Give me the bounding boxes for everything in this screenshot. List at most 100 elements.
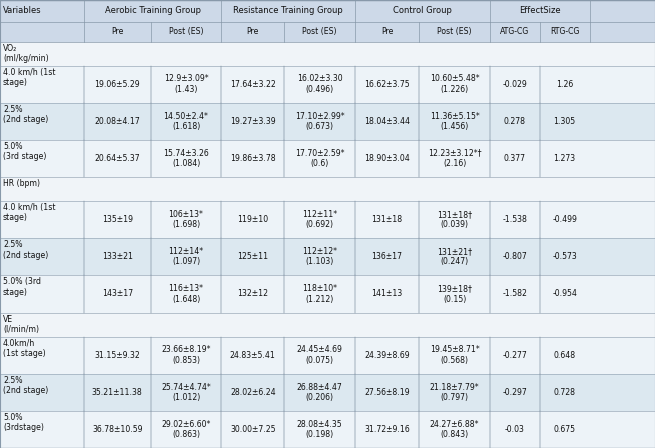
Text: 28.08±4.35
(0.198): 28.08±4.35 (0.198) <box>297 420 343 439</box>
Text: -1.538: -1.538 <box>502 215 527 224</box>
Bar <box>0 177 655 201</box>
Text: 15.74±3.26
(1.084): 15.74±3.26 (1.084) <box>163 149 209 168</box>
Bar <box>0 0 655 22</box>
Text: ATG-CG: ATG-CG <box>500 27 529 36</box>
Text: 0.648: 0.648 <box>553 351 576 360</box>
Text: VE
(l/min/m): VE (l/min/m) <box>3 314 39 334</box>
Text: 16.62±3.75: 16.62±3.75 <box>364 80 410 89</box>
Text: 0.728: 0.728 <box>553 388 576 397</box>
Text: 17.70±2.59*
(0.6): 17.70±2.59* (0.6) <box>295 149 345 168</box>
Text: Pre: Pre <box>111 27 123 36</box>
Text: 29.02±6.60*
(0.863): 29.02±6.60* (0.863) <box>161 420 211 439</box>
Bar <box>0 22 655 42</box>
Text: 17.64±3.22: 17.64±3.22 <box>230 80 276 89</box>
Text: 133±21: 133±21 <box>102 252 133 261</box>
Text: Variables: Variables <box>3 6 42 15</box>
Bar <box>0 374 655 411</box>
Bar <box>0 313 655 336</box>
Text: Pre: Pre <box>247 27 259 36</box>
Text: 112±14*
(1.097): 112±14* (1.097) <box>168 247 204 267</box>
Text: -0.277: -0.277 <box>502 351 527 360</box>
Text: 19.27±3.39: 19.27±3.39 <box>230 117 276 126</box>
Text: 1.26: 1.26 <box>556 80 573 89</box>
Text: -0.03: -0.03 <box>505 425 525 434</box>
Text: 24.27±6.88*
(0.843): 24.27±6.88* (0.843) <box>430 420 479 439</box>
Text: 0.278: 0.278 <box>504 117 526 126</box>
Text: 141±13: 141±13 <box>371 289 403 298</box>
Text: Control Group: Control Group <box>393 6 452 15</box>
Text: 36.78±10.59: 36.78±10.59 <box>92 425 143 434</box>
Text: HR (bpm): HR (bpm) <box>3 179 40 188</box>
Text: 20.08±4.17: 20.08±4.17 <box>94 117 140 126</box>
Text: 2.5%
(2nd stage): 2.5% (2nd stage) <box>3 105 48 124</box>
Text: 5.0%
(3rdstage): 5.0% (3rdstage) <box>3 413 44 432</box>
Text: 19.86±3.78: 19.86±3.78 <box>230 154 276 163</box>
Text: 24.39±8.69: 24.39±8.69 <box>364 351 410 360</box>
Text: 26.88±4.47
(0.206): 26.88±4.47 (0.206) <box>297 383 343 402</box>
Text: -0.029: -0.029 <box>502 80 527 89</box>
Text: 1.305: 1.305 <box>553 117 576 126</box>
Text: 28.02±6.24: 28.02±6.24 <box>230 388 276 397</box>
Text: 20.64±5.37: 20.64±5.37 <box>94 154 140 163</box>
Text: -0.954: -0.954 <box>552 289 577 298</box>
Text: EffectSize: EffectSize <box>519 6 561 15</box>
Text: 35.21±11.38: 35.21±11.38 <box>92 388 143 397</box>
Text: 30.00±7.25: 30.00±7.25 <box>230 425 276 434</box>
Text: 131±21†
(0.247): 131±21† (0.247) <box>437 247 472 267</box>
Text: 125±11: 125±11 <box>237 252 269 261</box>
Bar <box>0 42 655 65</box>
Text: Pre: Pre <box>381 27 393 36</box>
Text: 31.72±9.16: 31.72±9.16 <box>364 425 410 434</box>
Text: 14.50±2.4*
(1.618): 14.50±2.4* (1.618) <box>164 112 208 131</box>
Text: 24.83±5.41: 24.83±5.41 <box>230 351 276 360</box>
Text: 2.5%
(2nd stage): 2.5% (2nd stage) <box>3 240 48 259</box>
Text: 31.15±9.32: 31.15±9.32 <box>94 351 140 360</box>
Text: 10.60±5.48*
(1.226): 10.60±5.48* (1.226) <box>430 74 479 94</box>
Text: 24.45±4.69
(0.075): 24.45±4.69 (0.075) <box>297 345 343 365</box>
Text: Post (ES): Post (ES) <box>303 27 337 36</box>
Text: 0.377: 0.377 <box>504 154 526 163</box>
Text: 136±17: 136±17 <box>371 252 403 261</box>
Text: 131±18: 131±18 <box>371 215 403 224</box>
Text: 19.45±8.71*
(0.568): 19.45±8.71* (0.568) <box>430 345 479 365</box>
Bar <box>0 336 655 374</box>
Bar <box>0 238 655 276</box>
Text: 12.23±3.12*†
(2.16): 12.23±3.12*† (2.16) <box>428 149 481 168</box>
Bar <box>0 103 655 140</box>
Text: 112±12*
(1.103): 112±12* (1.103) <box>302 247 337 267</box>
Bar <box>0 276 655 313</box>
Text: 132±12: 132±12 <box>237 289 269 298</box>
Text: -0.573: -0.573 <box>552 252 577 261</box>
Text: 0.675: 0.675 <box>553 425 576 434</box>
Text: 5.0% (3rd
stage): 5.0% (3rd stage) <box>3 277 41 297</box>
Text: 27.56±8.19: 27.56±8.19 <box>364 388 410 397</box>
Text: -0.807: -0.807 <box>502 252 527 261</box>
Text: 17.10±2.99*
(0.673): 17.10±2.99* (0.673) <box>295 112 345 131</box>
Text: -1.582: -1.582 <box>502 289 527 298</box>
Text: 116±13*
(1.648): 116±13* (1.648) <box>168 284 204 304</box>
Text: Post (ES): Post (ES) <box>169 27 203 36</box>
Text: 19.06±5.29: 19.06±5.29 <box>94 80 140 89</box>
Text: 11.36±5.15*
(1.456): 11.36±5.15* (1.456) <box>430 112 479 131</box>
Text: 2.5%
(2nd stage): 2.5% (2nd stage) <box>3 376 48 395</box>
Text: 131±18†
(0.039): 131±18† (0.039) <box>437 210 472 229</box>
Text: 4.0 km/h (1st
stage): 4.0 km/h (1st stage) <box>3 68 56 87</box>
Text: 106±13*
(1.698): 106±13* (1.698) <box>168 210 204 229</box>
Text: 25.74±4.74*
(1.012): 25.74±4.74* (1.012) <box>161 383 211 402</box>
Text: 4.0 km/h (1st
stage): 4.0 km/h (1st stage) <box>3 203 56 223</box>
Text: 18.90±3.04: 18.90±3.04 <box>364 154 410 163</box>
Bar <box>0 140 655 177</box>
Text: Aerobic Training Group: Aerobic Training Group <box>105 6 200 15</box>
Text: VO₂
(ml/kg/min): VO₂ (ml/kg/min) <box>3 43 48 63</box>
Text: 1.273: 1.273 <box>553 154 576 163</box>
Text: 139±18†
(0.15): 139±18† (0.15) <box>437 284 472 304</box>
Text: 135±19: 135±19 <box>102 215 133 224</box>
Text: 16.02±3.30
(0.496): 16.02±3.30 (0.496) <box>297 74 343 94</box>
Text: 119±10: 119±10 <box>237 215 269 224</box>
Text: 23.66±8.19*
(0.853): 23.66±8.19* (0.853) <box>161 345 211 365</box>
Bar <box>0 411 655 448</box>
Text: Post (ES): Post (ES) <box>438 27 472 36</box>
Text: RTG-CG: RTG-CG <box>550 27 579 36</box>
Text: -0.499: -0.499 <box>552 215 577 224</box>
Text: 18.04±3.44: 18.04±3.44 <box>364 117 410 126</box>
